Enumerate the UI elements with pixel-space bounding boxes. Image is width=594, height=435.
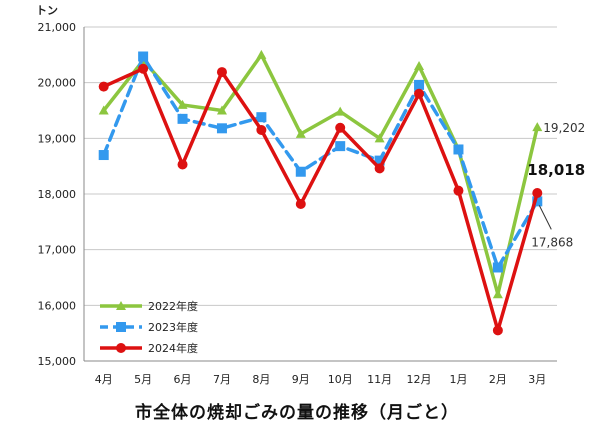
data-label: 18,018: [527, 161, 585, 179]
x-tick-label: 1月: [449, 373, 467, 386]
data-point: [532, 187, 543, 198]
x-tick-label: 7月: [213, 373, 231, 386]
chart-title: 市全体の焼却ごみの量の推移（月ごと）: [135, 403, 459, 423]
series-line: [101, 67, 540, 333]
data-point: [492, 325, 503, 336]
legend-item: 2023年度: [100, 320, 198, 334]
data-point: [256, 49, 267, 59]
data-point: [256, 112, 267, 123]
series-2023年度: [98, 51, 543, 273]
series-layer: [98, 49, 543, 336]
legend-item: 2024年度: [100, 341, 198, 355]
legend-label: 2023年度: [148, 320, 198, 334]
y-axis: 15,000 16,000 17,000 18,000 19,000 20,000 21,0…: [38, 21, 85, 368]
data-point: [414, 79, 425, 90]
data-point: [492, 289, 503, 299]
x-tick-label: 8月: [252, 373, 270, 386]
y-tick-label: 17,000: [38, 244, 77, 257]
data-point: [177, 159, 188, 170]
data-point: [98, 150, 109, 161]
data-point: [414, 88, 425, 99]
data-point: [295, 199, 306, 210]
data-point: [335, 122, 346, 133]
data-point: [256, 124, 267, 135]
leader-line: [538, 205, 552, 230]
data-label: 19,202: [543, 121, 585, 135]
x-axis: 4月 5月 6月 7月 8月 9月 10月 11月 12月 1月 2月 3月: [84, 360, 557, 386]
data-point: [374, 163, 385, 174]
x-tick-label: 3月: [528, 373, 546, 386]
data-point: [532, 122, 543, 132]
x-tick-label: 5月: [134, 373, 152, 386]
series-line: [101, 54, 540, 270]
data-point: [98, 105, 109, 115]
data-point: [216, 123, 227, 134]
data-point: [335, 106, 346, 116]
legend: 2022年度 2023年度 2024年度: [100, 299, 198, 355]
x-tick-label: 9月: [292, 373, 310, 386]
data-point: [138, 63, 149, 74]
data-point: [453, 185, 464, 196]
data-point: [532, 196, 543, 207]
y-tick-label: 16,000: [38, 299, 77, 312]
data-point: [374, 155, 385, 166]
legend-label: 2022年度: [148, 299, 198, 313]
data-point: [492, 262, 503, 273]
data-point: [216, 105, 227, 115]
x-tick-label: 4月: [95, 373, 113, 386]
data-point: [414, 60, 425, 70]
x-tick-label: 12月: [407, 373, 432, 386]
data-point: [374, 133, 385, 143]
data-point: [216, 67, 227, 78]
data-point: [295, 166, 306, 177]
series-line: [101, 53, 540, 296]
y-tick-label: 19,000: [38, 132, 77, 145]
y-tick-label: 20,000: [38, 77, 77, 90]
y-tick-label: 21,000: [38, 21, 77, 34]
y-tick-label: 15,000: [38, 355, 77, 368]
x-tick-label: 10月: [328, 373, 353, 386]
data-point: [177, 113, 188, 124]
y-unit-label: トン: [36, 4, 58, 17]
legend-swatch-marker: [116, 301, 126, 310]
y-tick-label: 18,000: [38, 188, 77, 201]
x-tick-label: 2月: [489, 373, 507, 386]
legend-swatch-marker: [116, 343, 126, 353]
x-tick-label: 11月: [367, 373, 392, 386]
legend-item: 2022年度: [100, 299, 198, 313]
data-point: [98, 81, 109, 92]
data-point: [138, 51, 149, 62]
line-chart: 15,000 16,000 17,000 18,000 19,000 20,000 21,0…: [36, 4, 585, 386]
data-point: [453, 144, 464, 155]
data-point: [335, 141, 346, 152]
legend-label: 2024年度: [148, 341, 198, 355]
data-point: [295, 128, 306, 138]
legend-swatch-marker: [116, 322, 126, 332]
data-label: 17,868: [531, 235, 573, 249]
data-point: [177, 99, 188, 109]
annotations: 19,202 18,018 17,868: [527, 121, 585, 249]
series-2024年度: [98, 63, 543, 336]
x-tick-label: 6月: [174, 373, 192, 386]
